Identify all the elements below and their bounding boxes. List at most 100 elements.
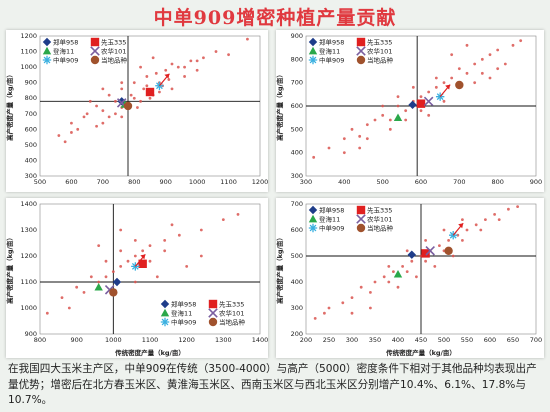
legend-marker (356, 55, 366, 65)
legend-marker (308, 55, 318, 65)
x-tick-label: 400 (392, 336, 404, 344)
legend-label: 农华101 (367, 47, 392, 56)
scatter-point (148, 244, 152, 247)
scatter-point (101, 87, 105, 91)
variety-marker (145, 87, 155, 97)
scatter-point (120, 87, 124, 91)
legend-label: 中单909 (319, 224, 344, 233)
variety-marker (131, 262, 140, 271)
x-tick-label: 600 (484, 336, 496, 344)
scatter-point (132, 81, 136, 85)
scatter-point (167, 78, 171, 81)
scatter-point (170, 87, 174, 91)
scatter-point (480, 57, 484, 61)
legend: 郑单958 先玉335 登海11 农华101 中单909 当地品种 (42, 37, 128, 65)
legend-label: 登海11 (171, 309, 192, 318)
scatter-point (496, 48, 500, 52)
plot-frame (39, 203, 261, 335)
scatter-point (465, 71, 469, 75)
plot-frame (39, 35, 261, 177)
scatter-point (442, 81, 446, 85)
scatter-point (76, 127, 80, 131)
scatter-point (327, 306, 331, 310)
variety-marker (425, 246, 435, 256)
legend-marker (90, 46, 100, 56)
scatter-point (511, 43, 515, 47)
x-tick-label: 600 (415, 178, 427, 186)
scatter-point (97, 244, 101, 247)
scatter-point (396, 95, 400, 99)
legend-marker (42, 46, 52, 55)
scatter-point (236, 213, 240, 216)
scatter-point (387, 265, 391, 268)
scatter-point (132, 96, 136, 100)
scatter-chart-svg: 300 400 500 600 700 800 900 300 400 500 600 700 800 9… (275, 32, 542, 186)
scatter-point (365, 123, 369, 127)
scatter-point (516, 205, 519, 208)
scatter-chart-svg: 800 900 1000 1100 1200 1300 140090010001100120… (5, 200, 268, 357)
y-tick-label: 500 (291, 125, 303, 133)
scatter-point (176, 65, 180, 69)
x-tick-label: 900 (70, 336, 82, 344)
scatter-point (63, 140, 67, 144)
scatter-point (503, 62, 507, 66)
legend-label: 农华101 (219, 309, 244, 318)
scatter-point (151, 56, 155, 60)
scatter-point (104, 259, 108, 263)
variety-marker (444, 246, 453, 255)
scatter-point (199, 228, 203, 232)
scatter-point (424, 239, 427, 242)
scatter-point (473, 62, 477, 66)
legend-marker (356, 205, 366, 215)
scatter-point (183, 65, 186, 69)
legend-label: 先玉335 (219, 300, 244, 309)
scatter-point (381, 113, 385, 117)
variety-marker (109, 288, 118, 297)
y-tick-label: 1000 (20, 63, 37, 71)
scatter-point (382, 275, 386, 279)
scatter-chart-svg: 500 600 700 800 900 1000 1100 1200 300 400 500 600 7… (5, 32, 268, 186)
x-tick-label: 550 (461, 336, 473, 344)
scatter-point (479, 228, 483, 232)
variety-marker (455, 80, 464, 90)
legend-marker (42, 37, 52, 47)
scatter-point (227, 53, 230, 57)
y-axis-label: 高产密度产量（kg/亩） (275, 234, 284, 304)
y-tick-label: 1000 (20, 304, 37, 312)
scatter-point (401, 265, 404, 268)
y-tick-label: 700 (25, 110, 37, 118)
legend-label: 郑单958 (319, 38, 344, 47)
scatter-point (410, 259, 414, 263)
y-tick-label: 1200 (20, 252, 37, 260)
legend-label: 当地品种 (219, 318, 246, 327)
trend-arrow-head (140, 254, 146, 260)
scatter-point (183, 75, 186, 78)
scatter-point (373, 280, 377, 284)
scatter-point (404, 109, 408, 113)
variety-marker (112, 277, 122, 287)
scatter-point (488, 76, 492, 80)
scatter-point (139, 99, 142, 103)
scatter-point (405, 249, 409, 253)
legend-marker (308, 46, 318, 55)
legend-marker (160, 299, 170, 309)
scatter-point (101, 121, 105, 125)
scatter-point (497, 218, 501, 221)
scatter-point (95, 104, 98, 108)
x-tick-label: 300 (346, 336, 358, 344)
scatter-point (450, 76, 454, 80)
scatter-point (461, 218, 464, 221)
scatter-point (67, 306, 71, 310)
scatter-point (82, 291, 86, 294)
legend-marker (208, 299, 218, 309)
scatter-point (465, 228, 469, 232)
scatter-point (359, 285, 363, 289)
scatter-point (89, 275, 93, 279)
legend-label: 登海11 (319, 215, 340, 224)
scatter-point (480, 71, 484, 75)
y-tick-label: 1200 (20, 32, 37, 40)
chart-panel-top-right: 300 400 500 600 700 800 900 300 400 500 600 700 800 9… (275, 30, 544, 192)
scatter-point (424, 259, 427, 263)
scatter-point (456, 233, 460, 237)
scatter-point (163, 239, 167, 242)
